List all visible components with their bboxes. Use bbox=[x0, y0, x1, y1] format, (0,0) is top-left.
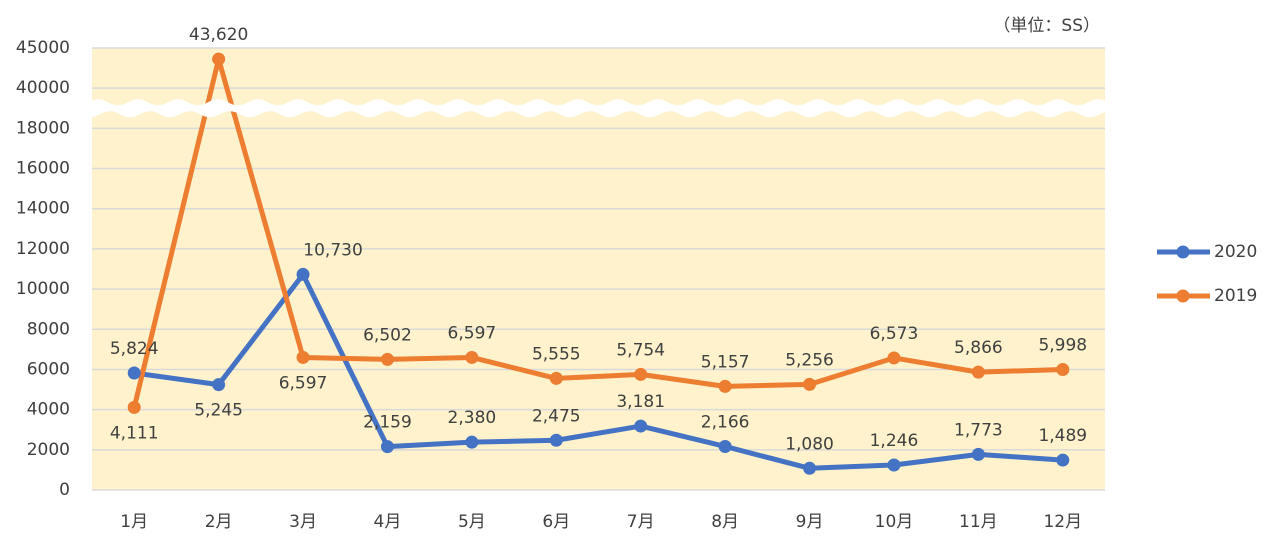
point bbox=[1056, 362, 1070, 376]
point bbox=[887, 458, 901, 472]
data-label: 1,246 bbox=[870, 431, 919, 451]
data-label: 2,166 bbox=[701, 412, 750, 432]
unit-note: （単位：SS） bbox=[993, 16, 1100, 36]
y-tick-label: 40000 bbox=[16, 78, 70, 98]
series-line bbox=[133, 271, 1063, 471]
y-tick-label: 0 bbox=[59, 480, 70, 500]
point bbox=[296, 350, 310, 364]
legend-label: 2020 bbox=[1214, 242, 1257, 262]
legend-label: 2019 bbox=[1214, 286, 1257, 306]
y-tick-label: 16000 bbox=[16, 159, 70, 179]
data-label: 2,159 bbox=[363, 413, 412, 433]
data-label: 1,773 bbox=[954, 420, 1003, 440]
data-label: 1,489 bbox=[1038, 426, 1087, 446]
point bbox=[549, 433, 563, 447]
data-label: 2,380 bbox=[448, 408, 497, 428]
y-tick-label: 45000 bbox=[16, 38, 70, 58]
y-tick-label: 4000 bbox=[27, 400, 70, 420]
point bbox=[718, 439, 732, 453]
data-label: 10,730 bbox=[303, 240, 362, 260]
legend-marker bbox=[1176, 289, 1190, 303]
point bbox=[634, 367, 648, 381]
x-tick-label: 1月 bbox=[120, 512, 148, 532]
point bbox=[465, 350, 479, 364]
data-label: 5,754 bbox=[616, 340, 665, 360]
data-label: 2,475 bbox=[532, 406, 581, 426]
x-tick-label: 3月 bbox=[289, 512, 317, 532]
data-label: 5,245 bbox=[194, 401, 243, 421]
point bbox=[127, 400, 141, 414]
data-label: 5,157 bbox=[701, 352, 750, 372]
y-tick-label: 8000 bbox=[27, 319, 70, 339]
x-tick-label: 12月 bbox=[1043, 512, 1082, 532]
point bbox=[971, 447, 985, 461]
point bbox=[1056, 453, 1070, 467]
x-tick-label: 7月 bbox=[627, 512, 655, 532]
point bbox=[887, 351, 901, 365]
data-label: 5,866 bbox=[954, 338, 1003, 358]
point bbox=[803, 461, 817, 475]
x-tick-label: 11月 bbox=[959, 512, 998, 532]
point bbox=[634, 419, 648, 433]
y-tick-label: 12000 bbox=[16, 239, 70, 259]
data-label: 5,555 bbox=[532, 344, 581, 364]
plot-area bbox=[92, 48, 1105, 490]
x-tick-label: 6月 bbox=[542, 512, 570, 532]
y-tick-label: 14000 bbox=[16, 199, 70, 219]
x-tick-label: 9月 bbox=[796, 512, 824, 532]
point bbox=[296, 267, 310, 281]
data-label: 3,181 bbox=[616, 392, 665, 412]
point bbox=[380, 352, 394, 366]
series-line bbox=[131, 56, 1063, 408]
y-tick-label: 10000 bbox=[16, 279, 70, 299]
y-tick-label: 18000 bbox=[16, 118, 70, 138]
point bbox=[465, 435, 479, 449]
data-label: 4,111 bbox=[110, 423, 159, 443]
x-tick-label: 4月 bbox=[374, 512, 402, 532]
point bbox=[718, 379, 732, 393]
data-label: 6,597 bbox=[448, 323, 497, 343]
point bbox=[212, 378, 226, 392]
axis-break bbox=[60, 99, 1128, 118]
data-label: 5,256 bbox=[785, 350, 834, 370]
x-tick-label: 2月 bbox=[205, 512, 233, 532]
x-tick-label: 10月 bbox=[875, 512, 914, 532]
x-tick-label: 5月 bbox=[458, 512, 486, 532]
y-tick-label: 2000 bbox=[27, 440, 70, 460]
point bbox=[803, 377, 817, 391]
point bbox=[380, 440, 394, 454]
data-label: 5,998 bbox=[1038, 335, 1087, 355]
data-label: 6,573 bbox=[870, 324, 919, 344]
point bbox=[127, 366, 141, 380]
point bbox=[549, 371, 563, 385]
legend-marker bbox=[1176, 245, 1190, 259]
point bbox=[971, 365, 985, 379]
data-label: 6,502 bbox=[363, 325, 412, 345]
data-label: 43,620 bbox=[189, 25, 248, 45]
x-tick-label: 8月 bbox=[711, 512, 739, 532]
data-label: 1,080 bbox=[785, 434, 834, 454]
y-tick-label: 6000 bbox=[27, 359, 70, 379]
point bbox=[212, 52, 226, 66]
data-label: 5,824 bbox=[110, 339, 159, 359]
data-label: 6,597 bbox=[279, 373, 328, 393]
